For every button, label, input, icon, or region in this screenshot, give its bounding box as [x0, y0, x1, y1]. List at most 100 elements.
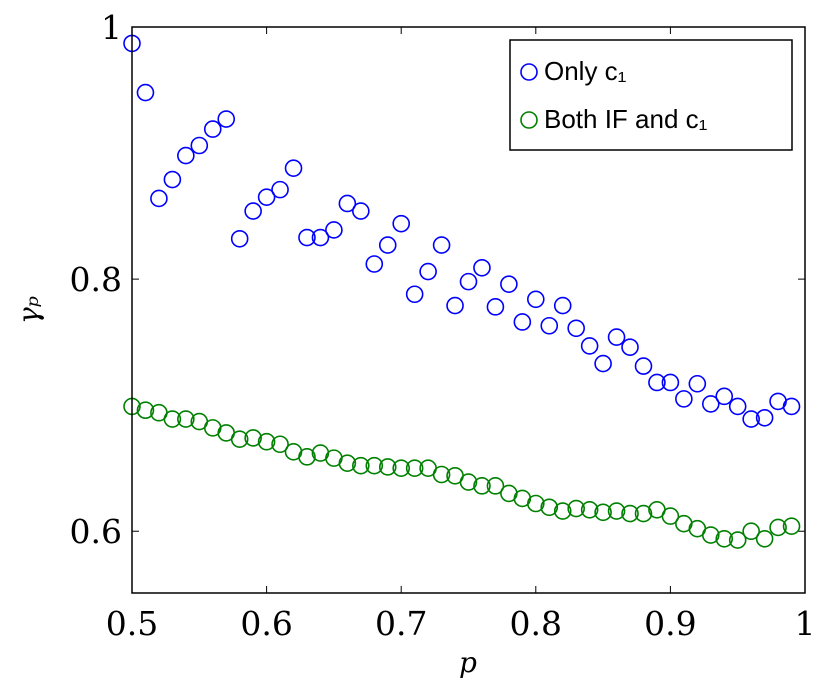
point — [473, 477, 491, 495]
point — [244, 429, 262, 447]
point — [244, 202, 262, 220]
point — [473, 258, 491, 277]
point — [607, 502, 626, 520]
legend-label: Both IF and c₁ — [544, 104, 708, 134]
point — [701, 526, 720, 544]
point — [661, 373, 680, 392]
y-tick-label: 0.6 — [70, 512, 122, 551]
x-tick-label: 0.8 — [510, 604, 562, 643]
point — [352, 202, 370, 220]
point — [567, 499, 585, 518]
point — [755, 529, 774, 548]
legend-marker — [520, 63, 538, 81]
point — [230, 229, 249, 248]
x-tick-label: 0.9 — [644, 604, 696, 643]
x-tick-label: 0.5 — [106, 604, 158, 643]
point — [392, 459, 411, 478]
point — [607, 328, 626, 346]
point — [742, 410, 760, 428]
point — [486, 298, 505, 316]
point — [311, 228, 330, 247]
plot-frame — [131, 26, 806, 594]
point — [701, 395, 720, 413]
point — [728, 397, 747, 416]
point — [675, 390, 693, 408]
point — [621, 504, 639, 523]
point — [634, 504, 653, 523]
point — [432, 236, 451, 254]
y-axis-label: γₚ — [12, 296, 45, 324]
point — [325, 221, 343, 239]
point — [580, 501, 599, 519]
point — [446, 296, 464, 315]
point — [755, 408, 774, 427]
point — [728, 531, 747, 549]
x-tick-label: 0.7 — [375, 604, 427, 643]
point — [177, 146, 195, 165]
point — [163, 170, 182, 189]
point — [526, 494, 545, 513]
point — [298, 448, 316, 466]
point — [190, 136, 209, 155]
point — [782, 397, 801, 416]
point — [419, 262, 437, 281]
point — [257, 432, 276, 451]
point — [392, 214, 411, 233]
point — [500, 275, 518, 293]
y-tick-label: 1 — [101, 8, 122, 47]
point — [230, 430, 249, 449]
point — [769, 518, 787, 537]
point — [150, 189, 168, 208]
legend-marker — [520, 111, 538, 129]
point — [405, 459, 424, 478]
point — [405, 285, 424, 304]
point — [553, 296, 572, 315]
point — [688, 374, 707, 393]
point — [365, 255, 384, 273]
point — [378, 458, 397, 476]
point — [648, 373, 666, 392]
point — [338, 194, 357, 213]
x-axis-label: p — [459, 646, 477, 679]
point — [136, 401, 155, 420]
point — [365, 456, 384, 475]
point — [594, 503, 612, 522]
point — [553, 502, 572, 520]
point — [621, 338, 639, 356]
point — [526, 290, 545, 309]
x-tick-label: 0.6 — [240, 604, 292, 643]
point — [661, 507, 680, 525]
point — [540, 316, 559, 335]
point — [742, 522, 760, 541]
point — [257, 188, 276, 206]
point — [432, 465, 451, 484]
point — [459, 272, 478, 291]
point — [163, 410, 182, 428]
point — [715, 387, 734, 406]
point — [271, 435, 289, 454]
point — [567, 319, 585, 338]
point — [634, 357, 653, 375]
point — [217, 110, 236, 128]
x-tick-label: 1 — [795, 604, 816, 643]
legend-box — [509, 39, 793, 151]
legend-label: Only c₁ — [544, 56, 627, 86]
point — [271, 180, 289, 199]
point — [715, 529, 734, 548]
point — [338, 454, 357, 472]
point — [782, 517, 801, 535]
point — [298, 228, 316, 247]
point — [352, 456, 370, 475]
point — [459, 473, 478, 491]
point — [203, 120, 222, 138]
legend: Only c₁ Both IF and c₁ — [509, 39, 793, 151]
y-tick-label: 0.8 — [70, 260, 122, 299]
point — [513, 313, 532, 331]
point — [594, 354, 612, 373]
point — [378, 236, 397, 254]
point — [177, 410, 195, 428]
point — [486, 477, 505, 495]
point — [284, 159, 303, 177]
